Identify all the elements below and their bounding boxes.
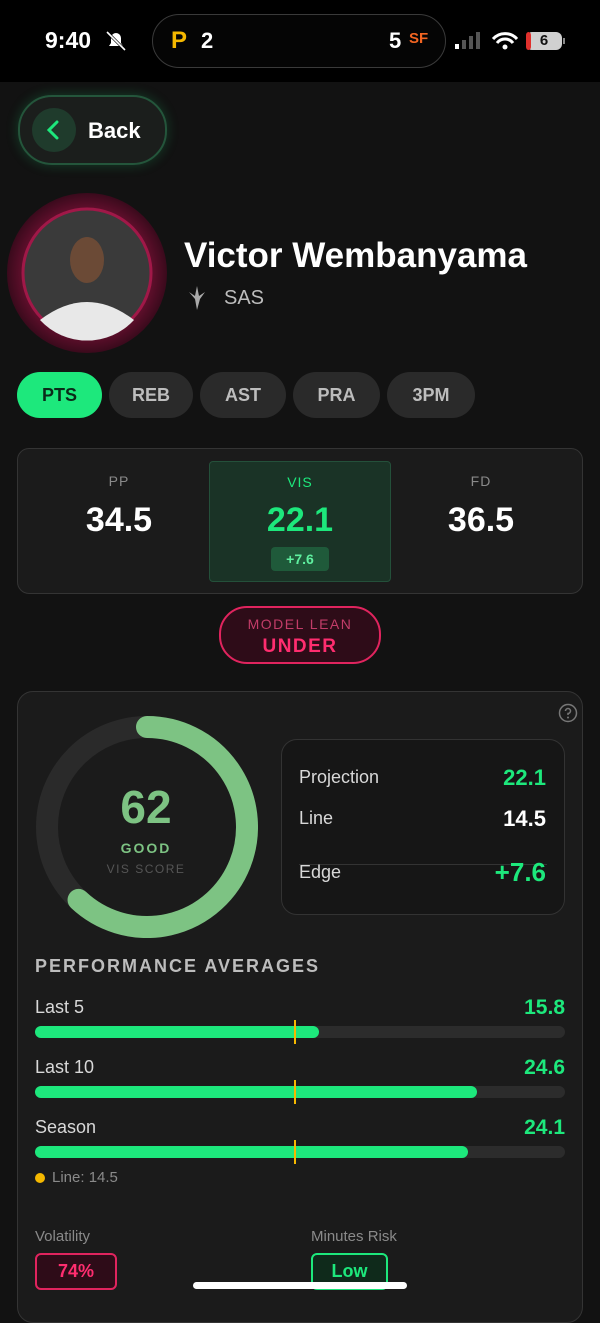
score-ring xyxy=(36,716,258,938)
row-label: Season xyxy=(35,1117,97,1137)
summary-label: Projection xyxy=(299,767,380,787)
section-title: PERFORMANCE AVERAGES xyxy=(35,956,321,976)
score: 2 xyxy=(201,28,214,53)
line-marker xyxy=(294,1080,297,1104)
vis-label: VIS xyxy=(287,474,313,490)
book-line: 34.5 xyxy=(85,501,153,539)
ring-arc xyxy=(67,716,258,938)
vis-line: 22.1 xyxy=(266,501,334,539)
vis-box: VIS 22.1 +7.6 xyxy=(209,461,391,582)
chevron xyxy=(46,120,59,140)
team-logo: P xyxy=(171,27,188,54)
lines-card: PP 34.5 VIS 22.1 +7.6 FD 36.5 xyxy=(17,448,583,594)
team: SAS xyxy=(224,287,265,309)
back-button[interactable]: Back xyxy=(18,95,167,165)
score-value: 62 xyxy=(120,781,172,833)
mute-icon xyxy=(105,30,127,52)
player-name: Victor Wembanyama xyxy=(184,236,528,275)
team-logo: SF xyxy=(409,30,429,47)
back-icon xyxy=(32,108,76,152)
model-lean: MODEL LEAN UNDER xyxy=(219,606,381,664)
summary-value: 22.1 xyxy=(503,765,546,790)
divider xyxy=(299,864,547,865)
status-icons xyxy=(455,32,565,50)
model-lean-label: MODEL LEAN xyxy=(247,616,353,632)
home-indicator xyxy=(193,1282,407,1289)
volatility-chip: 74% xyxy=(35,1253,117,1290)
line-marker xyxy=(294,1140,297,1164)
line-dot xyxy=(35,1173,45,1183)
line-legend: Line: 14.5 xyxy=(52,1169,118,1186)
stat-tab[interactable]: AST xyxy=(200,372,286,418)
help-icon[interactable] xyxy=(558,703,578,723)
score-rating: GOOD xyxy=(120,840,172,856)
summary-box xyxy=(281,739,565,915)
row-label: Last 5 xyxy=(35,997,85,1017)
score-label: VIS SCORE xyxy=(106,862,186,876)
line-label: Line: xyxy=(52,1169,85,1186)
diff-chip: +7.6 xyxy=(271,547,329,571)
stat-tab[interactable]: REB xyxy=(109,372,193,418)
bar xyxy=(35,1086,477,1098)
team-logo xyxy=(189,286,205,310)
minutes-risk-label: Minutes Risk xyxy=(311,1228,397,1245)
row-value: 15.8 xyxy=(524,996,565,1019)
line-marker xyxy=(294,1020,297,1044)
summary-label: Edge xyxy=(299,862,342,882)
book-label: FD xyxy=(470,473,492,489)
row-value: 24.1 xyxy=(524,1116,565,1139)
summary-value: 14.5 xyxy=(503,806,546,831)
score: 5 xyxy=(389,28,402,53)
live-activity: P 2 5 SF xyxy=(152,14,446,68)
volatility-label: Volatility xyxy=(35,1228,91,1245)
book-line: 36.5 xyxy=(447,501,515,539)
row-value: 24.6 xyxy=(524,1056,565,1079)
summary-label: Line xyxy=(299,808,334,828)
avatar xyxy=(7,193,167,353)
analysis-card xyxy=(17,691,583,1323)
stat-tab[interactable]: PRA xyxy=(293,372,380,418)
stat-tab[interactable]: 3PM xyxy=(387,372,475,418)
stat-tab[interactable]: PTS xyxy=(17,372,102,418)
back-label: Back xyxy=(88,118,141,143)
line-value: 14.5 xyxy=(88,1169,118,1186)
summary-value: +7.6 xyxy=(494,857,546,887)
time: 9:40 xyxy=(45,27,92,53)
battery-level: 6 xyxy=(539,32,549,49)
status-bar: 9:40 P 2 5 SF 6 xyxy=(0,0,600,82)
book-label: PP xyxy=(108,473,130,489)
model-lean-value: UNDER xyxy=(262,636,338,657)
row-label: Last 10 xyxy=(35,1057,95,1077)
bar xyxy=(35,1146,468,1158)
bar xyxy=(35,1026,319,1038)
